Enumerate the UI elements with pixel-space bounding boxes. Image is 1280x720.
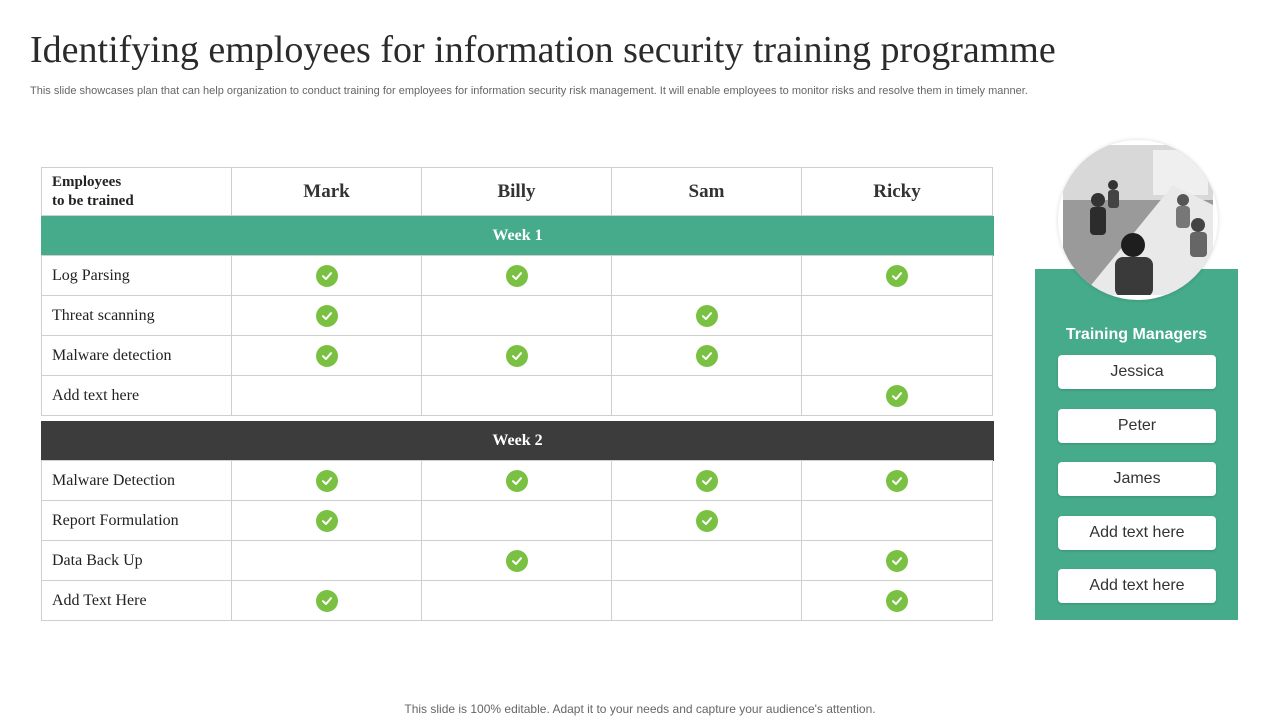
row-label: Malware Detection (41, 460, 232, 501)
row-label: Threat scanning (41, 295, 232, 336)
check-cell (611, 580, 802, 621)
check-cell (421, 295, 612, 336)
check-circle-icon (315, 304, 338, 327)
header-employee-ricky: Ricky (801, 167, 993, 216)
check-circle-icon (695, 304, 718, 327)
manager-placeholder-2: Add text here (1058, 569, 1216, 603)
check-circle-icon (505, 469, 528, 492)
check-circle-icon (695, 469, 718, 492)
check-circle-icon (886, 264, 908, 287)
managers-panel (1035, 269, 1238, 620)
check-cell (801, 460, 993, 501)
check-circle-icon (505, 344, 528, 367)
check-circle-icon (505, 264, 528, 287)
row-label: Add text here (41, 375, 232, 416)
check-cell (421, 335, 612, 376)
header-label-line2: to be trained (52, 192, 134, 209)
check-cell (231, 460, 422, 501)
check-cell (801, 335, 993, 376)
row-label: Data Back Up (41, 540, 232, 581)
check-cell (611, 255, 802, 296)
check-cell (231, 335, 422, 376)
check-cell (421, 500, 612, 541)
header-label-cell: Employees to be trained (41, 167, 232, 216)
table-row: Malware Detection (41, 460, 994, 502)
training-table: Employees to be trained Mark Billy Sam R… (41, 167, 994, 622)
check-cell (421, 580, 612, 621)
check-circle-icon (315, 344, 338, 367)
check-cell (231, 255, 422, 296)
page-subtitle: This slide showcases plan that can help … (30, 85, 1028, 97)
table-row: Report Formulation (41, 500, 994, 542)
check-circle-icon (886, 549, 908, 572)
table-row: Threat scanning (41, 295, 994, 337)
header-employee-sam: Sam (611, 167, 802, 216)
table-row: Add text here (41, 375, 994, 417)
team-meeting-photo (1058, 140, 1218, 300)
team-meeting-illustration (1063, 145, 1213, 295)
check-cell (801, 500, 993, 541)
check-circle-icon (315, 589, 338, 612)
check-cell (611, 335, 802, 376)
table-row: Add Text Here (41, 580, 994, 622)
check-cell (801, 540, 993, 581)
check-cell (801, 580, 993, 621)
check-cell (231, 540, 422, 581)
check-cell (611, 540, 802, 581)
manager-james: James (1058, 462, 1216, 496)
manager-peter: Peter (1058, 409, 1216, 443)
check-cell (801, 295, 993, 336)
check-cell (421, 255, 612, 296)
table-header-row: Employees to be trained Mark Billy Sam R… (41, 167, 994, 217)
table-row: Log Parsing (41, 255, 994, 297)
managers-title: Training Managers (1065, 326, 1208, 343)
check-circle-icon (315, 469, 338, 492)
check-cell (231, 295, 422, 336)
check-circle-icon (886, 589, 908, 612)
check-cell (421, 540, 612, 581)
check-circle-icon (886, 469, 908, 492)
check-circle-icon (695, 344, 718, 367)
check-circle-icon (886, 384, 908, 407)
week1-bar: Week 1 (41, 216, 994, 256)
row-label: Add Text Here (41, 580, 232, 621)
row-label: Log Parsing (41, 255, 232, 296)
header-label-line1: Employees (52, 173, 122, 190)
check-cell (611, 375, 802, 416)
header-employee-mark: Mark (231, 167, 422, 216)
check-cell (421, 460, 612, 501)
check-cell (421, 375, 612, 416)
check-cell (611, 460, 802, 501)
check-cell (611, 295, 802, 336)
check-circle-icon (315, 509, 338, 532)
check-cell (801, 375, 993, 416)
check-circle-icon (695, 509, 718, 532)
row-label: Report Formulation (41, 500, 232, 541)
table-row: Data Back Up (41, 540, 994, 582)
table-row: Malware detection (41, 335, 994, 377)
check-cell (231, 375, 422, 416)
check-cell (801, 255, 993, 296)
manager-placeholder-1: Add text here (1058, 516, 1216, 550)
week2-bar: Week 2 (41, 421, 994, 461)
header-employee-billy: Billy (421, 167, 612, 216)
check-cell (231, 580, 422, 621)
check-cell (231, 500, 422, 541)
footer-note: This slide is 100% editable. Adapt it to… (404, 702, 876, 716)
page-title: Identifying employees for information se… (30, 29, 1056, 71)
row-label: Malware detection (41, 335, 232, 376)
manager-jessica: Jessica (1058, 355, 1216, 389)
check-cell (611, 500, 802, 541)
check-circle-icon (505, 549, 528, 572)
check-circle-icon (315, 264, 338, 287)
